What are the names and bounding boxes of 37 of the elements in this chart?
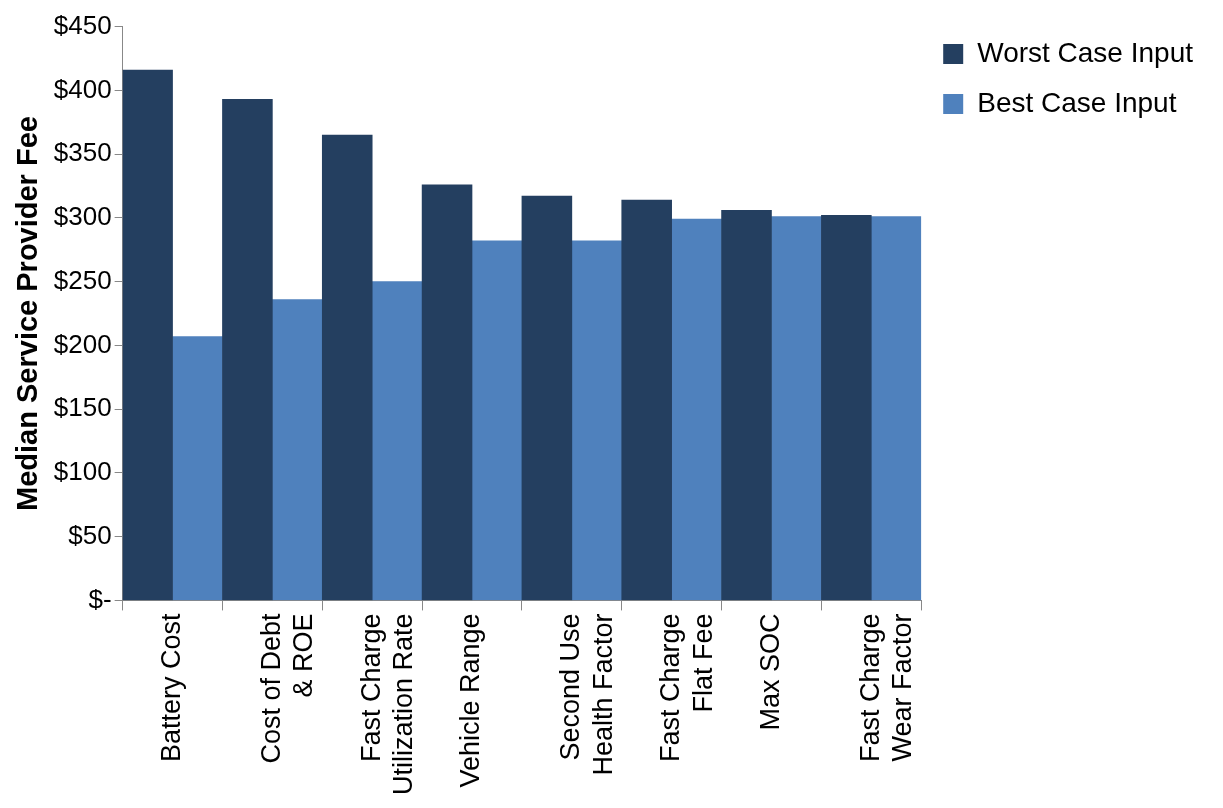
y-tick-label: $400	[53, 73, 112, 104]
x-tick-label: Fast Charge Utilization Rate	[355, 613, 419, 795]
bar	[272, 299, 323, 601]
y-tick-label: $200	[53, 328, 112, 359]
bar	[172, 336, 223, 601]
y-tick-label: $150	[53, 392, 112, 423]
x-tick-label: Vehicle Range	[455, 613, 486, 788]
bar	[821, 214, 872, 601]
y-tick-label: $300	[53, 201, 112, 232]
x-tick-label: Second Use Health Factor	[555, 613, 618, 776]
y-tick-label: $100	[53, 456, 112, 487]
bar	[371, 281, 423, 601]
bar	[321, 134, 373, 601]
y-tick-label: $350	[53, 137, 112, 168]
legend-label: Worst Case Input	[977, 36, 1194, 68]
bar	[571, 240, 623, 601]
bar	[721, 209, 772, 601]
x-tick-label: Battery Cost	[156, 612, 186, 762]
bar	[671, 218, 722, 601]
x-tick-label: Fast Charge Flat Fee	[655, 613, 718, 762]
y-axis-title: Median Service Provider Fee	[11, 116, 44, 511]
x-tick-label: Fast Charge Wear Factor	[854, 613, 918, 762]
y-tick-label: $250	[53, 264, 112, 295]
bar	[870, 216, 922, 601]
bar	[521, 195, 573, 601]
bar	[471, 240, 523, 601]
bar	[771, 216, 822, 601]
bar	[222, 98, 273, 601]
bar	[122, 69, 173, 601]
y-tick-label: $-	[88, 583, 112, 614]
legend-label: Best Case Input	[977, 86, 1177, 118]
y-tick-label: $50	[68, 519, 112, 550]
bar	[421, 184, 473, 601]
x-tick-label: Cost of Debt & ROE	[255, 612, 319, 764]
x-tick-label: Max SOC	[754, 613, 785, 731]
y-tick-label: $450	[53, 9, 112, 40]
bar	[621, 199, 672, 601]
